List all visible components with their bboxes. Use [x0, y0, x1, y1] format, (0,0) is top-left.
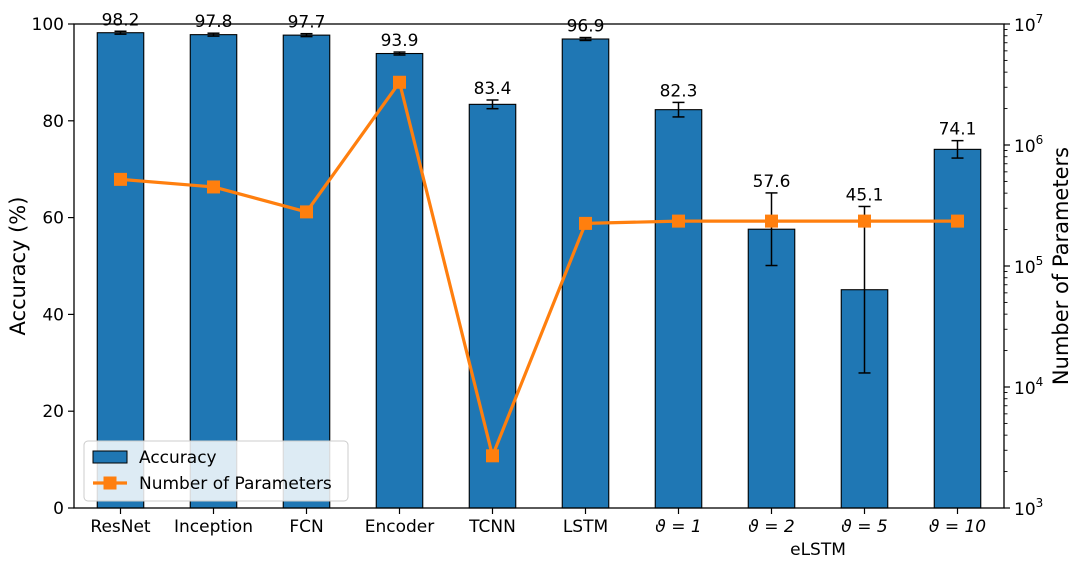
error-bar	[300, 32, 313, 38]
accuracy-bar	[468, 103, 517, 509]
error-bar	[579, 36, 592, 42]
accuracy-bar	[96, 32, 145, 509]
legend-frame	[83, 440, 349, 502]
bar-value-label: 82.3	[660, 81, 698, 101]
accuracy-bar	[282, 34, 331, 509]
x-group-label: eLSTM	[790, 540, 846, 560]
x-tick-label: ResNet	[90, 517, 151, 537]
bar-value-label: 83.4	[474, 79, 512, 99]
error-bar	[672, 101, 685, 118]
right-tick-base: 10	[1014, 258, 1036, 278]
legend-accuracy-label: Accuracy	[139, 448, 217, 468]
x-tick-label: Encoder	[365, 517, 435, 537]
bar-value-label: 45.1	[846, 185, 884, 205]
error-bar	[858, 205, 871, 374]
error-bar	[114, 30, 127, 35]
right-tick-exponent: 7	[1036, 12, 1044, 26]
right-tick-label: 104	[1014, 375, 1043, 399]
error-bar	[393, 51, 406, 56]
parameters-marker	[300, 205, 313, 219]
accuracy-bar	[933, 148, 982, 509]
x-tick-label: ϑ = 10	[929, 517, 986, 537]
left-tick-label: 60	[42, 209, 64, 229]
bar-value-label: 74.1	[939, 120, 977, 140]
accuracy-bar	[654, 109, 703, 509]
right-tick-exponent: 5	[1036, 254, 1044, 268]
error-bar	[207, 32, 220, 37]
right-tick-exponent: 6	[1036, 133, 1044, 147]
left-tick-label: 20	[42, 402, 64, 422]
left-tick-label: 100	[32, 15, 64, 35]
x-tick-label: Inception	[174, 517, 253, 537]
bar-value-label: 97.7	[288, 13, 326, 33]
legend-parameters-label: Number of Parameters	[139, 474, 332, 494]
parameters-marker	[114, 172, 127, 186]
right-tick-base: 10	[1014, 137, 1036, 157]
error-bar	[486, 99, 499, 110]
accuracy-bar	[375, 52, 424, 509]
accuracy-bar	[561, 38, 610, 509]
right-tick-exponent: 3	[1036, 496, 1044, 510]
legend-parameters-marker	[103, 476, 117, 490]
parameters-marker	[207, 180, 220, 194]
parameters-marker	[672, 214, 685, 228]
left-tick-label: 80	[42, 112, 64, 132]
parameters-line-layer	[114, 75, 964, 463]
bar-labels-layer: 98.2 97.8 97.7 93.9 83.4 96.9 82.3 57.6 45.1 74.1	[102, 10, 977, 205]
error-bar	[951, 139, 964, 159]
x-tick-label: ϑ = 5	[841, 517, 887, 537]
left-axis-title: Accuracy (%)	[6, 197, 30, 336]
accuracy-bar	[747, 228, 796, 509]
error-bar	[765, 192, 778, 267]
accuracy-bar	[189, 34, 238, 509]
parameters-marker	[858, 214, 871, 228]
bar-value-label: 93.9	[381, 31, 419, 51]
parameters-marker	[579, 216, 592, 230]
error-bars-layer	[114, 30, 964, 374]
right-tick-base: 10	[1014, 379, 1036, 399]
right-tick-base: 10	[1014, 16, 1036, 36]
left-tick-label: 0	[53, 499, 64, 519]
x-tick-label: LSTM	[563, 517, 608, 537]
x-tick-label: TCNN	[468, 517, 516, 537]
parameters-marker	[393, 75, 406, 89]
bar-value-label: 57.6	[753, 172, 791, 192]
left-tick-label: 40	[42, 305, 64, 325]
right-tick-label: 105	[1014, 254, 1043, 278]
parameters-marker	[765, 214, 778, 228]
x-tick-label: ϑ = 1	[655, 517, 701, 537]
right-tick-label: 103	[1014, 496, 1043, 520]
bar-value-label: 96.9	[567, 17, 605, 37]
parameters-marker	[951, 214, 964, 228]
legend: Accuracy Number of Parameters	[83, 440, 349, 502]
right-tick-label: 107	[1014, 12, 1043, 36]
parameters-line	[120, 80, 958, 458]
right-tick-base: 10	[1014, 500, 1036, 520]
right-tick-exponent: 4	[1036, 375, 1044, 389]
x-tick-label: ϑ = 2	[748, 517, 794, 537]
bar-value-label: 97.8	[195, 12, 233, 32]
parameters-marker	[486, 449, 499, 463]
bar-value-label: 98.2	[102, 10, 140, 30]
right-axis-title: Number of Parameters	[1049, 147, 1073, 385]
legend-accuracy-swatch	[92, 450, 128, 464]
x-tick-label: FCN	[289, 517, 323, 537]
bars-layer	[96, 32, 982, 509]
right-tick-label: 106	[1014, 133, 1043, 157]
